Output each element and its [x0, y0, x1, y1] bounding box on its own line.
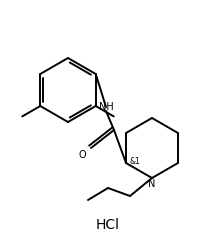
Text: NH: NH [99, 102, 113, 112]
Text: &1: &1 [129, 157, 140, 166]
Text: HCl: HCl [96, 218, 120, 232]
Text: O: O [78, 150, 86, 160]
Text: N: N [148, 179, 156, 189]
